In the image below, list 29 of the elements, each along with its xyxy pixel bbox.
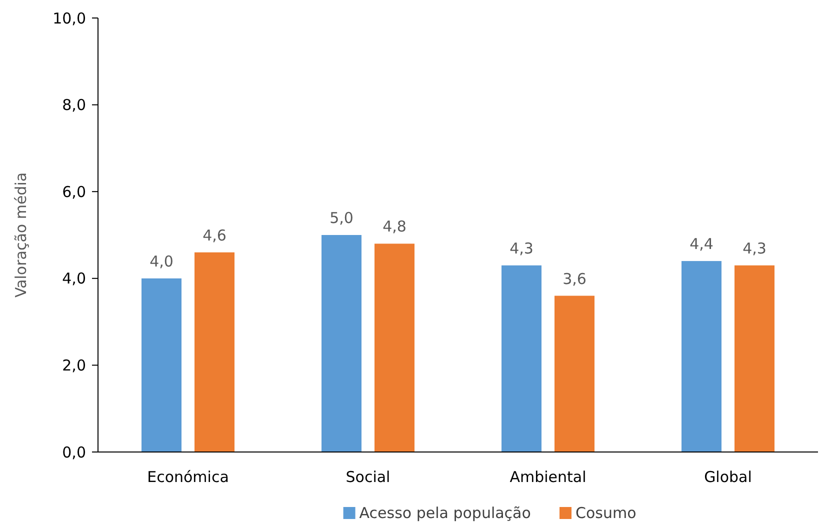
bar <box>322 235 362 452</box>
data-label: 5,0 <box>330 209 354 227</box>
bar <box>374 244 414 452</box>
data-label: 4,3 <box>510 239 534 258</box>
x-tick-label: Social <box>346 468 390 486</box>
data-label: 4,6 <box>202 226 226 244</box>
y-tick-label: 2,0 <box>62 356 86 374</box>
data-label: 4,4 <box>690 235 714 254</box>
data-label: 3,6 <box>562 270 586 288</box>
bar <box>502 265 542 452</box>
bar <box>554 296 594 452</box>
y-tick-label: 10,0 <box>52 9 86 28</box>
bar <box>734 265 774 452</box>
x-tick-label: Económica <box>147 468 229 486</box>
y-tick-label: 4,0 <box>62 270 86 288</box>
data-label: 4,0 <box>150 252 174 270</box>
data-label: 4,8 <box>382 218 406 236</box>
y-tick-label: 8,0 <box>62 96 86 114</box>
legend-label: Cosumo <box>576 504 636 522</box>
x-tick-label: Ambiental <box>510 468 586 486</box>
y-axis-title: Valoração média <box>12 172 30 298</box>
bar <box>682 261 722 452</box>
data-label: 4,3 <box>742 239 766 258</box>
x-tick-label: Global <box>704 468 752 486</box>
y-tick-label: 0,0 <box>62 443 86 462</box>
bar <box>194 252 234 452</box>
bar <box>142 278 182 452</box>
y-tick-label: 6,0 <box>62 182 86 201</box>
legend-label: Acesso pela população <box>359 504 531 522</box>
